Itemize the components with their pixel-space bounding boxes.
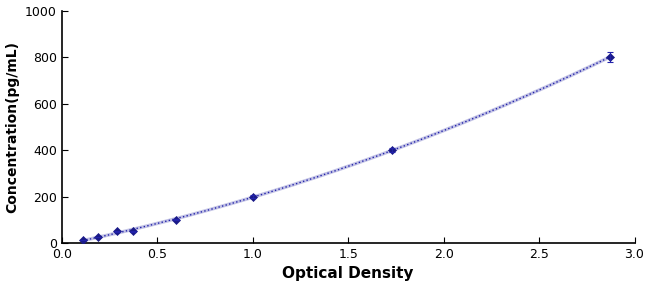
X-axis label: Optical Density: Optical Density [283, 266, 414, 282]
Y-axis label: Concentration(pg/mL): Concentration(pg/mL) [6, 41, 20, 213]
